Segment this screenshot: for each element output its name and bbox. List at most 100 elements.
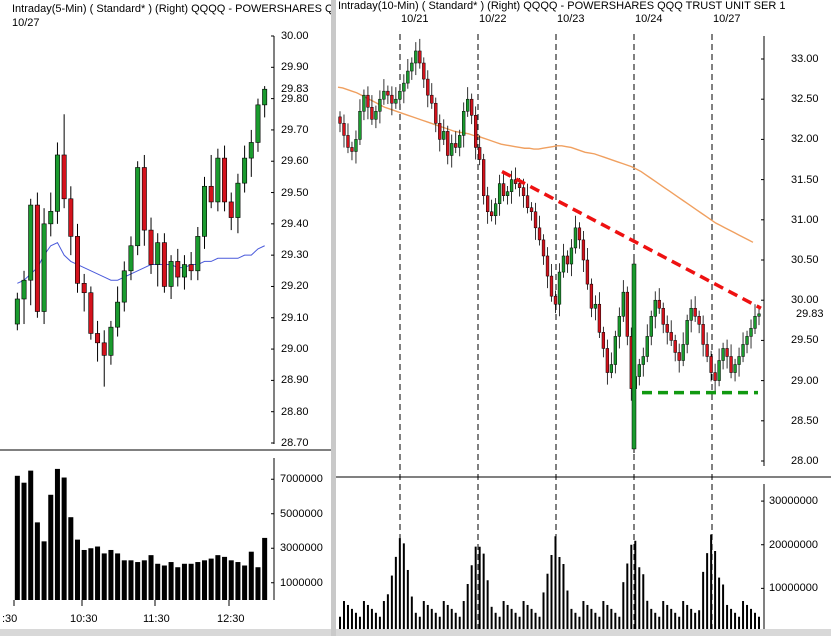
right-candle-body (438, 123, 442, 140)
left-volume-bar (28, 470, 34, 600)
right-spike-candle (631, 263, 637, 450)
right-candle-body (605, 348, 610, 373)
left-candle-body (48, 211, 54, 225)
right-price-tick-label: 31.50 (791, 173, 819, 186)
right-candle-body (354, 139, 358, 152)
right-candle-body (406, 70, 410, 84)
right-candle-body (513, 179, 518, 184)
left-volume-bar (14, 475, 20, 600)
right-candle-body (478, 147, 482, 160)
left-volume-bar (108, 549, 114, 600)
left-volume-bar (88, 548, 94, 600)
left-candle-body (202, 185, 207, 237)
right-candle-body (729, 356, 733, 373)
left-price-tick-label: 29.50 (281, 186, 309, 199)
right-horizontal-scrollbar[interactable] (336, 629, 831, 636)
right-candle-body (717, 360, 721, 381)
right-candle-body (426, 78, 430, 96)
left-candle-body (61, 154, 67, 200)
right-price-tick-label: 30.00 (791, 294, 819, 307)
right-candle-body (713, 372, 717, 381)
left-candle-body (14, 298, 20, 325)
left-candle-body (181, 264, 187, 278)
right-candle-body (645, 336, 649, 357)
right-candle-body (430, 94, 434, 104)
left-candle-body (128, 245, 134, 272)
right-candle-body (493, 203, 498, 217)
left-volume-bar (95, 546, 101, 600)
right-candle-body (637, 364, 641, 377)
left-candle-body (262, 88, 268, 106)
left-volume-bar (54, 468, 60, 600)
right-price-tick-label: 32.00 (791, 133, 819, 146)
right-candle-body (482, 159, 486, 196)
left-volume-bar (101, 553, 107, 600)
right-candle-body (390, 94, 394, 104)
left-candle-body (108, 326, 114, 356)
right-volume-tick-label: 20000000 (769, 538, 818, 551)
right-candle-body (517, 183, 522, 188)
right-candle-body (545, 255, 550, 277)
left-volume-bar (235, 562, 241, 600)
right-candle-body (474, 115, 478, 148)
left-volume-bar (68, 517, 74, 600)
left-price-tick-label: 28.80 (281, 405, 309, 418)
right-candle-body (621, 291, 625, 317)
left-volume-bar (168, 562, 174, 600)
panel-divider[interactable] (331, 0, 336, 636)
left-volume-tick-label: 5000000 (280, 507, 323, 520)
right-candle-body (470, 98, 474, 116)
left-horizontal-scrollbar[interactable] (0, 629, 331, 636)
right-candle-body (685, 320, 689, 345)
right-price-tick-label: 28.00 (791, 455, 819, 467)
right-candle-body (581, 239, 586, 261)
left-candle-body (215, 157, 221, 203)
right-candle-body (657, 299, 661, 309)
right-candle-body (669, 332, 673, 341)
right-candle-body (681, 344, 685, 361)
right-candle-body (505, 191, 510, 196)
right-candle-body (609, 364, 614, 373)
left-price-tick-label: 29.60 (281, 155, 309, 168)
left-volume-bar (74, 539, 81, 600)
right-day-divider-label: 10/21 (401, 13, 429, 25)
right-day-divider-label: 10/24 (635, 13, 663, 25)
right-candle-body (573, 227, 578, 249)
right-candle-body (757, 313, 761, 317)
left-candle-body (188, 264, 194, 272)
right-candle-body (661, 307, 665, 325)
left-volume-bar (121, 560, 127, 600)
right-candle-body (525, 195, 530, 208)
right-candle-body (529, 207, 534, 213)
right-candle-body (549, 275, 554, 297)
left-chart-canvas (0, 35, 331, 606)
right-price-tick-label: 29.50 (791, 334, 819, 347)
right-candle-body (382, 90, 386, 100)
left-price-tick-label: 29.70 (281, 123, 309, 136)
right-candle-body (749, 328, 753, 337)
left-volume-bar (61, 477, 67, 600)
right-candle-body (665, 324, 669, 333)
left-candle-body (121, 270, 127, 303)
left-volume-bar (21, 482, 27, 600)
right-candle-body (565, 255, 570, 265)
left-volume-bar (188, 563, 194, 600)
right-candle-body (709, 356, 713, 373)
left-volume-tick-label: 7000000 (280, 473, 323, 486)
left-candle-body (21, 279, 27, 300)
left-volume-bar (248, 551, 254, 600)
right-candle-body (338, 116, 342, 124)
left-chart-date: 10/27 (12, 17, 40, 29)
right-day-divider-label: 10/27 (713, 13, 741, 25)
left-volume-bar (128, 560, 134, 600)
left-candle-body (255, 104, 261, 143)
right-chart-title: Intraday(10-Min) ( Standard* ) (Right) Q… (338, 0, 786, 12)
right-candle-body (374, 111, 378, 120)
left-candle-body (222, 157, 228, 203)
left-volume-bar (262, 537, 268, 600)
right-candle-body (410, 62, 414, 72)
left-candle-body (28, 204, 34, 281)
right-candle-body (370, 106, 374, 120)
right-price-tick-label: 30.50 (791, 254, 819, 266)
right-candle-body (653, 299, 657, 317)
